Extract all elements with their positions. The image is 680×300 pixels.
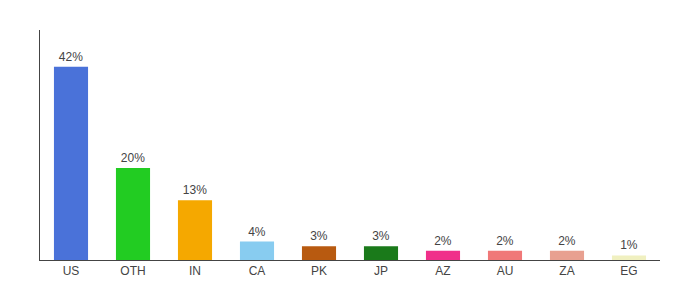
svg-text:1%: 1% [620, 238, 638, 252]
svg-text:JP: JP [374, 264, 388, 278]
svg-text:CA: CA [249, 264, 266, 278]
svg-text:PK: PK [311, 264, 327, 278]
svg-text:42%: 42% [59, 50, 83, 64]
svg-text:2%: 2% [496, 234, 514, 248]
svg-text:AZ: AZ [435, 264, 450, 278]
svg-text:4%: 4% [248, 225, 266, 239]
svg-text:OTH: OTH [120, 264, 145, 278]
svg-text:IN: IN [189, 264, 201, 278]
svg-text:2%: 2% [434, 234, 452, 248]
svg-text:13%: 13% [183, 183, 207, 197]
svg-text:EG: EG [620, 264, 637, 278]
svg-text:US: US [63, 264, 80, 278]
svg-text:2%: 2% [558, 234, 576, 248]
svg-text:ZA: ZA [559, 264, 574, 278]
svg-text:AU: AU [497, 264, 514, 278]
svg-text:3%: 3% [310, 229, 328, 243]
svg-text:20%: 20% [121, 151, 145, 165]
svg-text:3%: 3% [372, 229, 390, 243]
